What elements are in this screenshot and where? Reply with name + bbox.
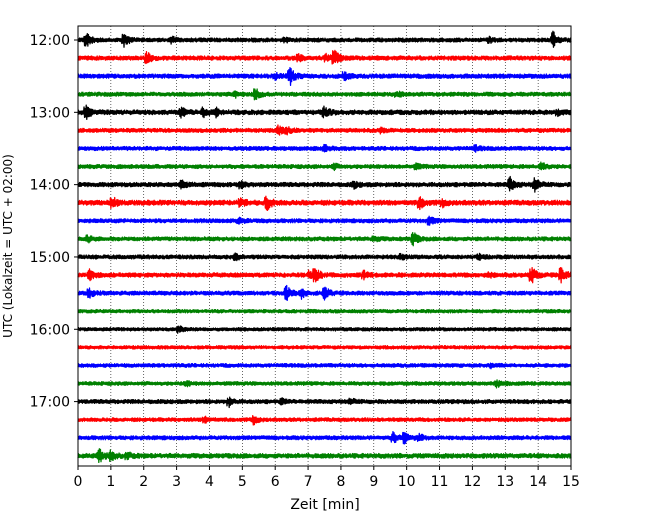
x-tick-label: 12 (463, 474, 481, 490)
x-tick-label: 1 (106, 474, 115, 490)
y-tick-label: 16:00 (30, 322, 70, 338)
x-tick-label: 2 (139, 474, 148, 490)
trace-line-1415 (77, 195, 572, 211)
trace-line-1345 (77, 161, 572, 172)
trace-line-1730 (77, 430, 572, 445)
x-tick-label: 10 (398, 474, 416, 490)
grid-lines (110, 26, 539, 466)
trace-line-1530 (77, 284, 572, 301)
x-tick-label: 14 (529, 474, 547, 490)
trace-line-1300 (77, 104, 572, 121)
trace-line-1245 (77, 88, 572, 101)
x-tick-label: 5 (238, 474, 247, 490)
trace-line-1445 (77, 231, 572, 247)
x-tick-label: 6 (271, 474, 280, 490)
trace-line-1330 (77, 143, 572, 153)
x-tick-label: 8 (336, 474, 345, 490)
y-tick-label: 14:00 (30, 178, 70, 194)
y-tick-label: 13:00 (30, 105, 70, 121)
x-tick-label: 7 (304, 474, 313, 490)
trace-line-1430 (77, 215, 572, 226)
y-axis-ticks: 12:00 13:00 14:00 15:00 16:00 17:00 (30, 33, 78, 411)
trace-line-1545 (77, 308, 572, 314)
trace-line-1515 (77, 266, 572, 284)
trace-line-1215 (77, 49, 572, 65)
x-tick-label: 9 (369, 474, 378, 490)
trace-line-1600 (77, 325, 572, 334)
trace-line-1315 (77, 124, 572, 136)
trace-line-1200 (77, 30, 572, 48)
y-tick-label: 15:00 (30, 250, 70, 266)
trace-line-1745 (77, 448, 572, 464)
trace-line-1630 (77, 362, 572, 370)
trace-group (77, 30, 572, 464)
x-tick-label: 4 (205, 474, 214, 490)
trace-line-1230 (77, 66, 572, 86)
x-tick-label: 15 (562, 474, 580, 490)
trace-line-1700 (77, 396, 572, 409)
y-axis-label: UTC (Lokalzeit = UTC + 02:00) (1, 154, 15, 338)
x-tick-label: 3 (172, 474, 181, 490)
trace-line-1400 (77, 175, 572, 193)
x-tick-label: 11 (431, 474, 449, 490)
x-axis-label: Zeit [min] (290, 497, 359, 513)
trace-line-1645 (77, 379, 572, 389)
trace-line-1715 (77, 415, 572, 426)
x-axis-ticks: 0 1 2 3 4 5 6 7 8 9 10 11 12 13 14 15 (74, 466, 580, 490)
trace-line-1500 (77, 252, 572, 262)
plot-frame (77, 25, 572, 467)
plot-background (78, 26, 571, 466)
x-tick-label: 0 (74, 474, 83, 490)
trace-line-1615 (77, 345, 572, 350)
x-tick-label: 13 (496, 474, 514, 490)
y-tick-label: 12:00 (30, 33, 70, 49)
y-tick-label: 17:00 (30, 395, 70, 411)
